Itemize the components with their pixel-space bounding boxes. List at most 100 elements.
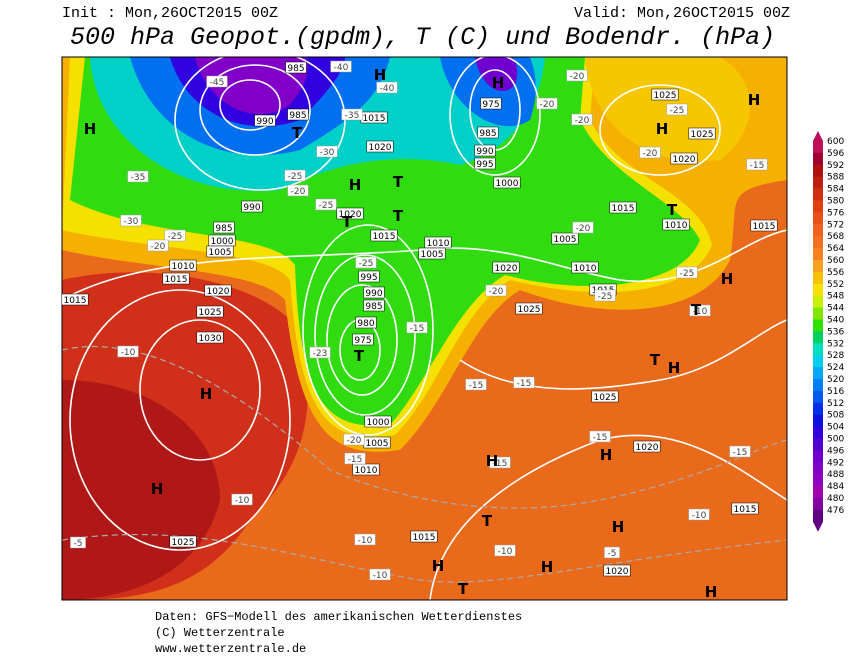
pressure-label: 1020 (673, 155, 696, 165)
pressure-center: H (748, 91, 761, 109)
pressure-label: 1025 (654, 91, 677, 101)
colorbar-swatch (813, 367, 823, 380)
temperature-label-box (513, 376, 535, 389)
colorbar-swatch (813, 271, 823, 285)
temperature-label: -40 (380, 84, 395, 94)
pressure-center: H (612, 518, 625, 536)
pressure-label-box (336, 207, 364, 220)
pressure-center: H (374, 66, 387, 84)
pressure-center: T (458, 580, 469, 598)
pressure-center: H (151, 480, 164, 498)
pressure-center: H (349, 176, 362, 194)
colorbar-swatch (813, 307, 823, 320)
pressure-label-box (285, 61, 307, 74)
temperature-label-box (666, 103, 688, 116)
colorbar-swatch (813, 390, 823, 404)
pressure-label-box (213, 221, 235, 234)
pressure-label-box (750, 219, 778, 232)
pressure-label: 1015 (64, 296, 87, 306)
pressure-label: 1015 (165, 275, 188, 285)
temperature-label-box (594, 289, 616, 302)
temperature-label-box (571, 113, 593, 126)
pressure-label: 985 (289, 111, 306, 121)
pressure-label: 1000 (496, 179, 519, 189)
pressure-label: 980 (357, 319, 374, 329)
pressure-label-box (287, 108, 309, 121)
colorbar-label: 520 (827, 375, 844, 385)
colorbar-swatch (813, 200, 823, 213)
pressure-label: 1000 (367, 418, 390, 428)
pressure-label-box (162, 272, 190, 285)
temperature-label: -25 (319, 201, 334, 211)
temperature-label: -15 (493, 459, 508, 469)
colorbar-swatch (813, 498, 823, 511)
colorbar-label: 512 (827, 399, 844, 409)
colorbar-swatch (813, 248, 823, 261)
temperature-label-box (485, 284, 507, 297)
temperature-label: -20 (347, 436, 362, 446)
temperature-label: -15 (733, 448, 748, 458)
temperature-label-box (566, 69, 588, 82)
colorbar-label: 564 (827, 244, 844, 254)
pressure-label: 1015 (734, 505, 757, 515)
pressure-label: 1010 (355, 466, 378, 476)
temperature-label-box (330, 60, 352, 73)
pressure-label-box (474, 144, 496, 157)
pressure-label: 995 (476, 160, 493, 170)
pressure-label: 990 (256, 117, 273, 127)
pressure-label: 990 (243, 203, 260, 213)
colorbar-label: 568 (827, 232, 844, 242)
temperature-label: -25 (598, 292, 613, 302)
temperature-label: -25 (288, 172, 303, 182)
temperature-label: -10 (498, 547, 513, 557)
colorbar-swatch (813, 188, 823, 201)
pressure-label-box (410, 530, 438, 543)
pressure-label: 1010 (427, 239, 450, 249)
temperature-label: -30 (124, 217, 139, 227)
colorbar-label: 492 (827, 458, 844, 468)
temperature-label: -15 (593, 433, 608, 443)
pressure-label: 1015 (373, 232, 396, 242)
colorbar-swatch (813, 355, 823, 368)
temperature-label: -35 (131, 173, 146, 183)
temperature-label: -35 (345, 111, 360, 121)
pressure-label: 1020 (339, 210, 362, 220)
temperature-label: -10 (692, 511, 707, 521)
colorbar-label: 524 (827, 363, 844, 373)
colorbar-label: 592 (827, 161, 844, 171)
temperature-label-box (354, 533, 376, 546)
colorbar-swatch (813, 152, 823, 166)
colorbar-swatch (813, 319, 823, 332)
temperature-label-box (164, 229, 186, 242)
pressure-label: 1020 (207, 287, 230, 297)
colorbar-label: 516 (827, 387, 844, 397)
pressure-label: 1025 (199, 308, 222, 318)
colorbar-swatch (813, 426, 823, 439)
isobar (449, 57, 541, 176)
colorbar-label: 508 (827, 411, 844, 421)
colorbar-label: 552 (827, 280, 844, 290)
pressure-center: T (482, 512, 493, 530)
temperature-label: -20 (489, 287, 504, 297)
colorbar-label: 480 (827, 494, 844, 504)
temperature-label-box (343, 433, 365, 446)
pressure-label: 1010 (172, 262, 195, 272)
colorbar-label: 540 (827, 316, 844, 326)
temperature-label-box (688, 508, 710, 521)
pressure-label: 975 (482, 100, 499, 110)
temperature-label: -20 (575, 116, 590, 126)
pressure-label-box (364, 415, 392, 428)
colorbar-swatch (813, 164, 823, 177)
pressure-label-box (609, 201, 637, 214)
temperature-label: -20 (643, 149, 658, 159)
colorbar-swatch (813, 224, 823, 237)
temperature-label-box (369, 568, 391, 581)
pressure-label: 1005 (554, 235, 577, 245)
temperature-label-box (287, 184, 309, 197)
colorbar-label: 536 (827, 327, 844, 337)
pressure-label-box (651, 88, 679, 101)
temperature-label-box (465, 378, 487, 391)
pressure-center: H (492, 74, 505, 92)
pressure-label: 985 (479, 129, 496, 139)
